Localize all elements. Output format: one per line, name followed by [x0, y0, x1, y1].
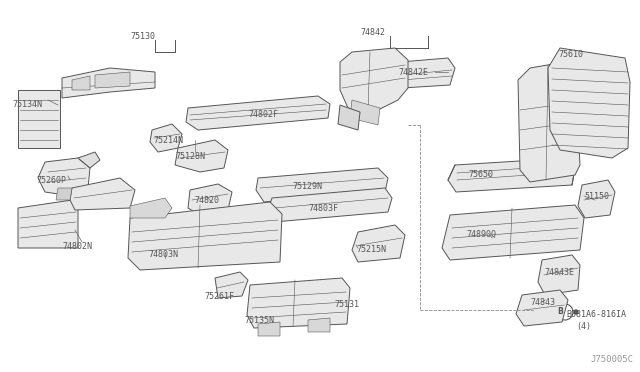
Polygon shape	[578, 180, 615, 218]
Polygon shape	[95, 72, 130, 88]
Text: 74842: 74842	[360, 28, 385, 37]
Text: 75135N: 75135N	[244, 316, 274, 325]
Polygon shape	[395, 58, 455, 88]
Text: 74802F: 74802F	[248, 110, 278, 119]
Polygon shape	[340, 48, 408, 115]
Polygon shape	[78, 152, 100, 168]
Text: B081A6-816IA: B081A6-816IA	[566, 310, 626, 319]
Polygon shape	[338, 105, 360, 130]
Text: 75131: 75131	[334, 300, 359, 309]
Text: 74802N: 74802N	[62, 242, 92, 251]
Polygon shape	[130, 198, 172, 218]
Text: 75260P: 75260P	[36, 176, 66, 185]
Polygon shape	[18, 90, 60, 148]
Text: 75261F: 75261F	[204, 292, 234, 301]
Polygon shape	[268, 188, 392, 222]
Polygon shape	[150, 124, 182, 152]
Text: 75214N: 75214N	[153, 136, 183, 145]
Polygon shape	[350, 100, 380, 125]
Polygon shape	[247, 278, 350, 328]
Polygon shape	[18, 200, 78, 248]
Polygon shape	[56, 188, 72, 200]
Ellipse shape	[579, 122, 601, 130]
Text: 74843: 74843	[530, 298, 555, 307]
Text: 51150: 51150	[584, 192, 609, 201]
Text: 74803N: 74803N	[148, 250, 178, 259]
Text: 74820: 74820	[194, 196, 219, 205]
Text: 74890Q: 74890Q	[466, 230, 496, 239]
Text: 75215N: 75215N	[356, 245, 386, 254]
Text: 75650: 75650	[468, 170, 493, 179]
Polygon shape	[448, 158, 575, 192]
Polygon shape	[70, 178, 135, 210]
Polygon shape	[538, 255, 580, 295]
Polygon shape	[548, 48, 630, 158]
Ellipse shape	[579, 106, 601, 114]
Text: 75610: 75610	[558, 50, 583, 59]
Text: J750005C: J750005C	[590, 355, 633, 364]
Polygon shape	[186, 96, 330, 130]
Polygon shape	[188, 184, 232, 218]
Text: 75130: 75130	[130, 32, 155, 41]
Text: 74842E: 74842E	[398, 68, 428, 77]
Polygon shape	[128, 202, 282, 270]
Polygon shape	[308, 318, 330, 332]
Text: B: B	[557, 308, 563, 317]
Polygon shape	[518, 62, 580, 182]
Polygon shape	[442, 205, 584, 260]
Text: 75129N: 75129N	[292, 182, 322, 191]
Text: 74843E: 74843E	[544, 268, 574, 277]
Text: (4): (4)	[576, 322, 591, 331]
Text: 75128N: 75128N	[175, 152, 205, 161]
Polygon shape	[516, 290, 568, 326]
Polygon shape	[215, 272, 248, 298]
Polygon shape	[38, 158, 90, 196]
Ellipse shape	[579, 74, 601, 82]
Ellipse shape	[579, 90, 601, 98]
Polygon shape	[72, 76, 90, 90]
Text: 74803F: 74803F	[308, 204, 338, 213]
Polygon shape	[352, 225, 405, 262]
Polygon shape	[258, 322, 280, 336]
Polygon shape	[175, 140, 228, 172]
Polygon shape	[62, 68, 155, 98]
Circle shape	[574, 310, 578, 314]
Ellipse shape	[579, 138, 601, 146]
Text: 75134N: 75134N	[12, 100, 42, 109]
Polygon shape	[256, 168, 388, 202]
